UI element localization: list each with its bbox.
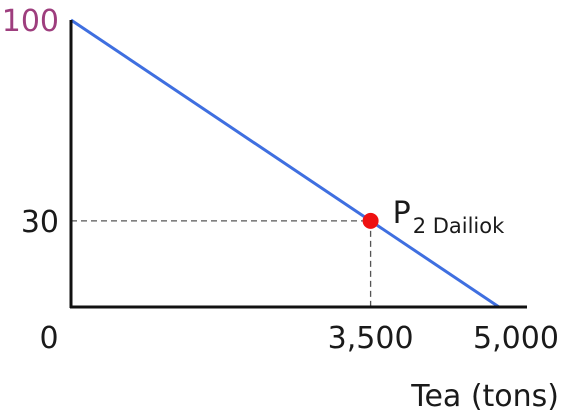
axes (69, 20, 527, 309)
demand-line (70, 18, 500, 309)
y-tick-label: 100 (2, 4, 59, 39)
x-tick-label: 3,500 (328, 321, 414, 356)
point-label-subscript: 2 Dailiok (413, 214, 505, 238)
point-marker (362, 212, 379, 229)
point-label: P2 Dailiok (393, 196, 506, 238)
tick-labels: 100 30 0 3,500 5,000 (2, 4, 559, 356)
series-layer (70, 18, 500, 309)
x-tick-label: 5,000 (473, 321, 559, 356)
y-tick-label: 30 (21, 205, 59, 240)
x-axis-label: Tea (tons) (410, 379, 559, 414)
guide-lines (71, 220, 372, 307)
x-tick-label: 0 (39, 321, 58, 356)
